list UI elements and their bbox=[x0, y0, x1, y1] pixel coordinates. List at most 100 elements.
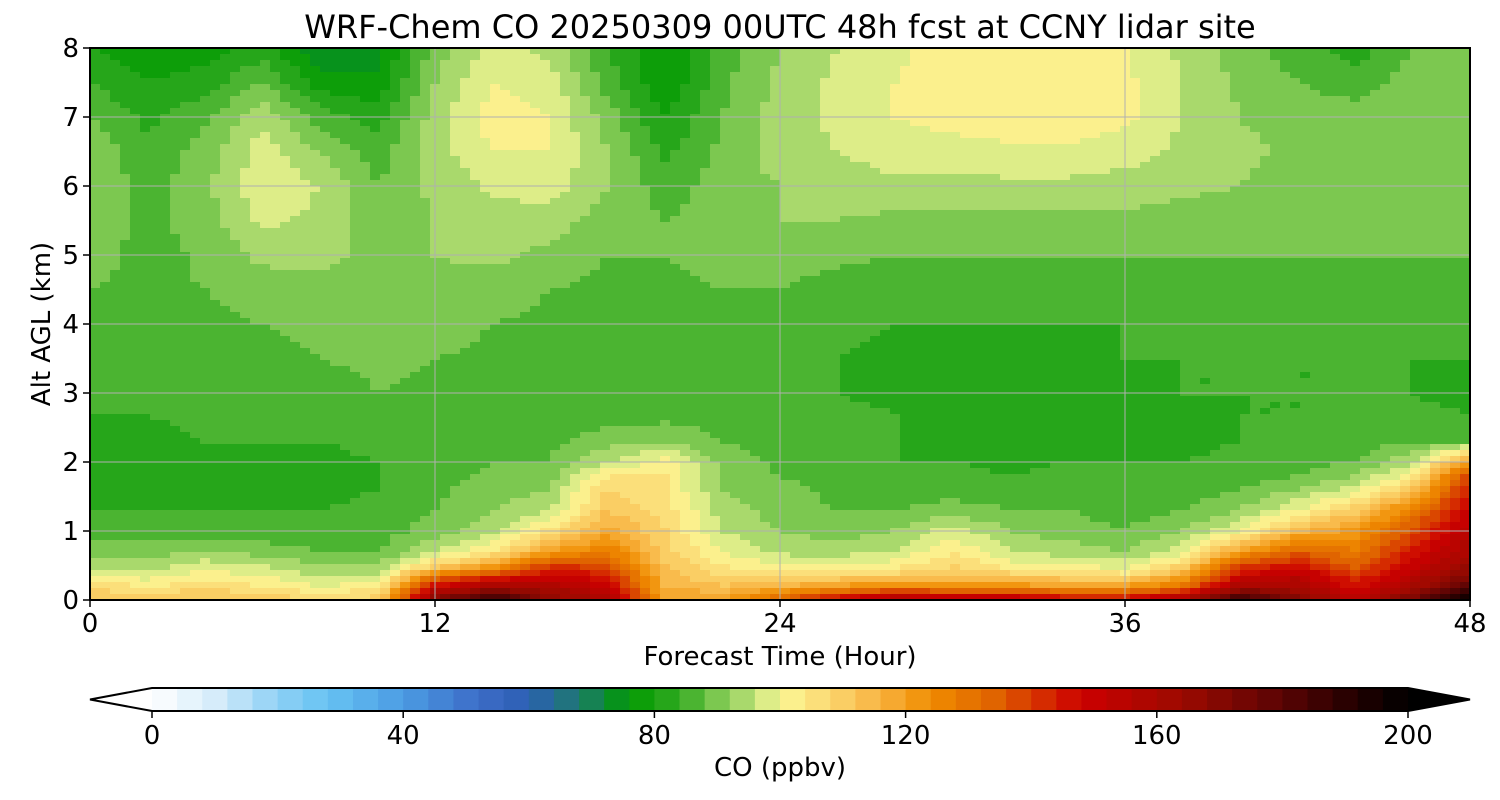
field-cell bbox=[210, 126, 221, 133]
field-cell bbox=[1260, 222, 1271, 229]
field-cell bbox=[970, 138, 981, 145]
field-cell bbox=[1140, 126, 1151, 133]
field-cell bbox=[1230, 240, 1241, 247]
field-cell bbox=[1210, 228, 1221, 235]
field-cell bbox=[780, 102, 791, 109]
field-cell bbox=[1330, 60, 1341, 67]
field-cell bbox=[380, 198, 391, 205]
field-cell bbox=[760, 90, 771, 97]
field-cell bbox=[630, 54, 641, 61]
field-cell bbox=[1360, 60, 1371, 67]
field-cell bbox=[450, 108, 461, 115]
field-cell bbox=[150, 138, 161, 145]
field-cell bbox=[350, 246, 361, 253]
field-cell bbox=[1030, 66, 1041, 73]
field-cell bbox=[860, 162, 871, 169]
field-cell bbox=[220, 54, 231, 61]
field-cell bbox=[960, 246, 971, 253]
field-cell bbox=[700, 120, 711, 127]
field-cell bbox=[1420, 198, 1431, 205]
field-cell bbox=[360, 90, 371, 97]
field-cell bbox=[190, 222, 201, 229]
field-cell bbox=[660, 120, 671, 127]
field-cell bbox=[880, 90, 891, 97]
field-cell bbox=[110, 216, 121, 223]
field-cell bbox=[340, 162, 351, 169]
field-cell bbox=[1360, 138, 1371, 145]
field-cell bbox=[720, 222, 731, 229]
field-cell bbox=[520, 48, 531, 55]
field-cell bbox=[1110, 192, 1121, 199]
field-cell bbox=[470, 174, 481, 181]
field-cell bbox=[1260, 48, 1271, 55]
field-cell bbox=[590, 174, 601, 181]
field-cell bbox=[120, 90, 131, 97]
field-cell bbox=[780, 186, 791, 193]
field-cell bbox=[900, 102, 911, 109]
field-cell bbox=[650, 132, 661, 139]
field-cell bbox=[140, 198, 151, 205]
field-cell bbox=[590, 102, 601, 109]
field-cell bbox=[1040, 198, 1051, 205]
field-cell bbox=[1250, 78, 1261, 85]
field-cell bbox=[380, 138, 391, 145]
field-cell bbox=[990, 174, 1001, 181]
field-cell bbox=[890, 48, 901, 55]
field-cell bbox=[730, 228, 741, 235]
field-cell bbox=[980, 66, 991, 73]
field-cell bbox=[450, 234, 461, 241]
field-cell bbox=[1170, 210, 1181, 217]
field-cell bbox=[1310, 240, 1321, 247]
field-cell bbox=[690, 168, 701, 175]
field-cell bbox=[1440, 246, 1451, 253]
field-cell bbox=[530, 54, 541, 61]
field-cell bbox=[480, 192, 491, 199]
field-cell bbox=[470, 186, 481, 193]
field-cell bbox=[490, 60, 501, 67]
field-cell bbox=[620, 228, 631, 235]
field-cell bbox=[1410, 132, 1421, 139]
field-cell bbox=[950, 120, 961, 127]
field-cell bbox=[1340, 192, 1351, 199]
field-cell bbox=[950, 84, 961, 91]
field-cell bbox=[1080, 60, 1091, 67]
field-cell bbox=[630, 132, 641, 139]
field-cell bbox=[210, 162, 221, 169]
field-cell bbox=[680, 90, 691, 97]
field-cell bbox=[1010, 156, 1021, 163]
field-cell bbox=[600, 108, 611, 115]
field-cell bbox=[650, 60, 661, 67]
field-cell bbox=[1320, 66, 1331, 73]
field-cell bbox=[1080, 150, 1091, 157]
field-cell bbox=[500, 48, 511, 55]
field-cell bbox=[660, 234, 671, 241]
field-cell bbox=[800, 54, 811, 61]
field-cell bbox=[440, 150, 451, 157]
field-cell bbox=[1310, 186, 1321, 193]
field-cell bbox=[700, 192, 711, 199]
field-cell bbox=[1140, 72, 1151, 79]
field-cell bbox=[1350, 162, 1361, 169]
field-cell bbox=[1390, 240, 1401, 247]
field-cell bbox=[1140, 192, 1151, 199]
field-cell bbox=[870, 228, 881, 235]
field-cell bbox=[870, 162, 881, 169]
field-cell bbox=[710, 120, 721, 127]
field-cell bbox=[670, 66, 681, 73]
field-cell bbox=[780, 180, 791, 187]
field-cell bbox=[640, 210, 651, 217]
field-cell bbox=[270, 60, 281, 67]
field-cell bbox=[160, 216, 171, 223]
field-cell bbox=[860, 168, 871, 175]
field-cell bbox=[1330, 240, 1341, 247]
field-cell bbox=[480, 138, 491, 145]
field-cell bbox=[110, 246, 121, 253]
field-cell bbox=[1400, 246, 1411, 253]
field-cell bbox=[280, 78, 291, 85]
field-cell bbox=[800, 186, 811, 193]
field-cell bbox=[1350, 66, 1361, 73]
field-cell bbox=[970, 198, 981, 205]
field-cell bbox=[1100, 102, 1111, 109]
field-cell bbox=[520, 150, 531, 157]
field-cell bbox=[770, 186, 781, 193]
